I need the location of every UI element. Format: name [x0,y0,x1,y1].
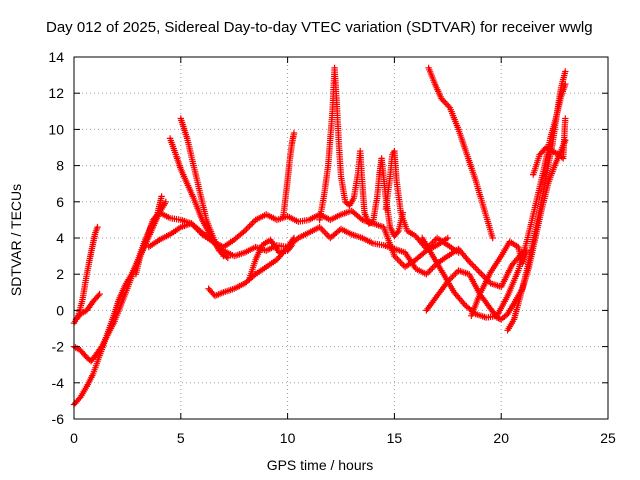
series-16 [425,64,496,242]
series-markers [166,135,231,262]
series-10 [246,236,296,283]
series-7 [166,135,231,262]
grid [74,57,608,419]
y-tick-label: -6 [52,411,65,427]
series-markers [530,115,569,178]
x-tick-label: 0 [70,430,78,446]
series-4 [72,290,103,323]
x-tick-label: 5 [177,430,185,446]
y-tick-label: 14 [48,49,64,65]
series-markers [425,64,496,242]
chart-title: Day 012 of 2025, Sidereal Day-to-day VTE… [46,19,593,36]
y-tick-label: 0 [56,302,64,318]
series-17 [468,238,530,319]
ticks: 0 5 10 15 20 25 -6 -4 -2 0 2 4 6 8 10 12 14 [48,49,616,446]
series-markers [246,236,296,283]
y-tick-label: 2 [56,266,64,282]
series-18 [504,68,569,334]
series-markers [145,220,526,291]
x-tick-label: 20 [493,430,509,446]
x-tick-label: 15 [387,430,403,446]
x-tick-label: 10 [280,430,296,446]
series-markers [468,238,530,319]
y-tick-label: -4 [52,375,65,391]
y-tick-label: -2 [52,339,65,355]
series-markers [280,129,298,220]
series-markers [132,207,451,278]
x-tick-label: 25 [600,430,616,446]
y-tick-label: 12 [48,85,64,101]
x-axis-label: GPS time / hours [266,457,374,473]
series-8 [177,115,227,260]
y-tick-label: 10 [48,121,64,137]
y-tick-label: 4 [56,230,64,246]
series-5 [132,207,451,278]
series-11 [280,129,298,220]
series-6 [145,220,526,291]
y-axis-label: SDTVAR / TECUs [8,183,24,297]
series-markers [504,68,569,334]
series-19 [530,115,569,178]
series-markers [72,290,103,323]
y-tick-label: 8 [56,158,64,174]
y-tick-label: 6 [56,194,64,210]
series-markers [177,115,227,260]
data-layer [70,64,569,408]
